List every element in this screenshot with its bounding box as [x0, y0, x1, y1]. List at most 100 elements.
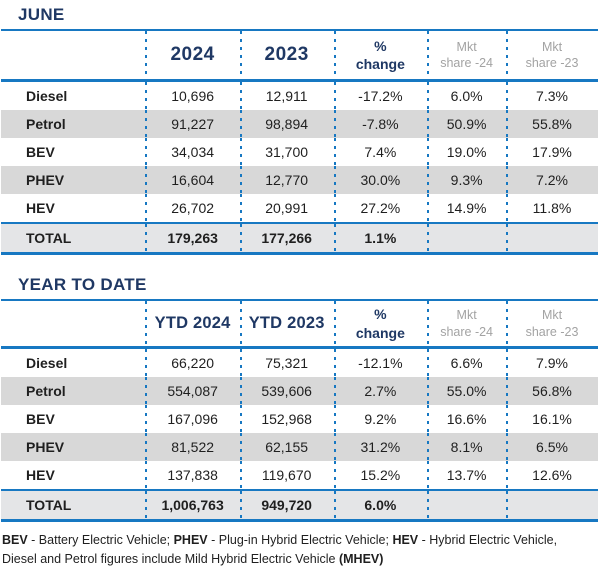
row-label: Diesel	[26, 355, 68, 371]
cell-2023: 177,266	[239, 222, 334, 255]
cell-mkt-share-23: 56.8%	[506, 377, 598, 405]
cell-pct-change: 30.0%	[333, 166, 428, 194]
footnote-term-bev: BEV	[2, 533, 28, 547]
cell-2023: 12,770	[239, 166, 334, 194]
cell-pct-change: 7.4%	[333, 138, 428, 166]
header-line: Mkt	[456, 39, 477, 54]
cell-2024: 10,696	[145, 80, 240, 110]
table-row-phev: PHEV 81,522 62,155 31.2% 8.1% 6.5%	[1, 433, 598, 461]
cell-pct-change: 9.2%	[333, 405, 428, 433]
ytd-table: YTD 2024 YTD 2023 % change Mkt share -24	[1, 299, 598, 522]
row-label: PHEV	[1, 433, 146, 461]
cell-mkt-share-24: 6.6%	[427, 347, 507, 377]
cell-mkt-share-23: 7.9%	[506, 347, 598, 377]
header-line: share -23	[525, 56, 579, 70]
column-header-pct-change: % change	[333, 299, 428, 349]
cell-mkt-share-24: 13.7%	[427, 461, 507, 490]
cell-ytd-2024: 137,838	[145, 461, 240, 490]
footnote-text: - Hybrid Electric Vehicle,	[418, 533, 558, 547]
cell-ytd-2024: 81,522	[145, 433, 240, 461]
table-row-diesel: Diesel 10,696 12,911 -17.2% 6.0% 7.3%	[1, 80, 598, 110]
header-line: 2024	[170, 43, 215, 65]
row-label: Petrol	[1, 377, 146, 405]
cell-mkt-share-24: 19.0%	[427, 138, 507, 166]
footnote-text: - Battery Electric Vehicle;	[27, 533, 174, 547]
row-label: HEV	[26, 200, 55, 216]
cell-mkt-share-23	[506, 222, 598, 255]
table-row-hev: HEV 137,838 119,670 15.2% 13.7% 12.6%	[1, 461, 598, 490]
cell-mkt-share-24: 14.9%	[427, 194, 507, 223]
cell-mkt-share-24: 9.3%	[427, 166, 507, 194]
cell-2023: 20,991	[239, 194, 334, 223]
ytd-header-row: YTD 2024 YTD 2023 % change Mkt share -24	[1, 299, 598, 349]
cell-2024: 16,604	[145, 166, 240, 194]
cell-mkt-share-24: 6.0%	[427, 80, 507, 110]
row-label: PHEV	[1, 166, 146, 194]
row-label: HEV	[26, 467, 55, 483]
column-header-mkt-share-24: Mkt share -24	[427, 299, 507, 349]
cell-mkt-share-23: 6.5%	[506, 433, 598, 461]
header-line: YTD 2024	[154, 313, 231, 332]
column-header-mkt-share-24: Mkt share -24	[427, 29, 507, 82]
table-row-bev: BEV 167,096 152,968 9.2% 16.6% 16.1%	[1, 405, 598, 433]
cell-mkt-share-23: 7.2%	[506, 166, 598, 194]
cell-2024: 34,034	[145, 138, 240, 166]
cell-mkt-share-23	[506, 489, 598, 522]
june-section: JUNE 2024 2023 %	[0, 0, 600, 255]
cell-2023: 98,894	[239, 110, 334, 138]
ytd-section: YEAR TO DATE YTD 2024 YTD 2023	[0, 270, 600, 522]
column-header-ytd-2023: YTD 2023	[239, 299, 334, 349]
cell-ytd-2024: 554,087	[145, 377, 240, 405]
cell-ytd-2024: 167,096	[145, 405, 240, 433]
cell-ytd-2023: 152,968	[239, 405, 334, 433]
cell-pct-change: 1.1%	[333, 222, 428, 255]
cell-2024: 26,702	[145, 194, 240, 223]
cell-ytd-2024: 66,220	[145, 347, 240, 377]
cell-mkt-share-23: 16.1%	[506, 405, 598, 433]
header-line: Mkt	[541, 308, 563, 323]
table-row-bev: BEV 34,034 31,700 7.4% 19.0% 17.9%	[1, 138, 598, 166]
june-table: 2024 2023 % change Mkt share -24	[1, 29, 598, 255]
table-row-petrol: Petrol 91,227 98,894 -7.8% 50.9% 55.8%	[1, 110, 598, 138]
row-label: BEV	[26, 144, 55, 160]
header-line: share -23	[525, 324, 579, 339]
cell-pct-change: 31.2%	[333, 433, 428, 461]
column-header-pct-change: % change	[333, 29, 428, 82]
header-line: %	[374, 37, 387, 54]
column-header-mkt-share-23: Mkt share -23	[506, 29, 598, 82]
cell-mkt-share-24	[427, 222, 507, 255]
header-line: 2023	[264, 43, 309, 65]
header-line: Mkt	[456, 308, 477, 323]
cell-mkt-share-24: 16.6%	[427, 405, 507, 433]
header-empty	[1, 29, 146, 82]
header-line: share -24	[440, 324, 494, 339]
header-empty	[1, 299, 146, 349]
cell-ytd-2023: 119,670	[239, 461, 334, 490]
column-header-2023: 2023	[239, 29, 334, 82]
footnote-term-phev: PHEV	[173, 533, 208, 547]
cell-mkt-share-23: 55.8%	[506, 110, 598, 138]
total-row: TOTAL 179,263 177,266 1.1%	[1, 222, 598, 255]
column-header-2024: 2024	[145, 29, 240, 82]
footnote-term-hev: HEV	[392, 533, 419, 547]
cell-pct-change: 15.2%	[333, 461, 428, 490]
cell-ytd-2023: 62,155	[239, 433, 334, 461]
cell-mkt-share-24: 50.9%	[427, 110, 507, 138]
june-header-row: 2024 2023 % change Mkt share -24	[1, 29, 598, 82]
cell-2023: 12,911	[239, 80, 334, 110]
header-line: %	[374, 306, 387, 323]
cell-pct-change: -12.1%	[333, 347, 428, 377]
cell-pct-change: 2.7%	[333, 377, 428, 405]
row-label: Diesel	[26, 88, 68, 104]
table-row-hev: HEV 26,702 20,991 27.2% 14.9% 11.8%	[1, 194, 598, 223]
column-header-mkt-share-23: Mkt share -23	[506, 299, 598, 349]
row-label: Petrol	[1, 110, 146, 138]
cell-ytd-2023: 75,321	[239, 347, 334, 377]
cell-mkt-share-23: 7.3%	[506, 80, 598, 110]
header-line: YTD 2023	[248, 313, 325, 332]
cell-2024: 91,227	[145, 110, 240, 138]
header-line: share -24	[440, 56, 494, 70]
header-line: change	[355, 324, 405, 341]
table-row-petrol: Petrol 554,087 539,606 2.7% 55.0% 56.8%	[1, 377, 598, 405]
